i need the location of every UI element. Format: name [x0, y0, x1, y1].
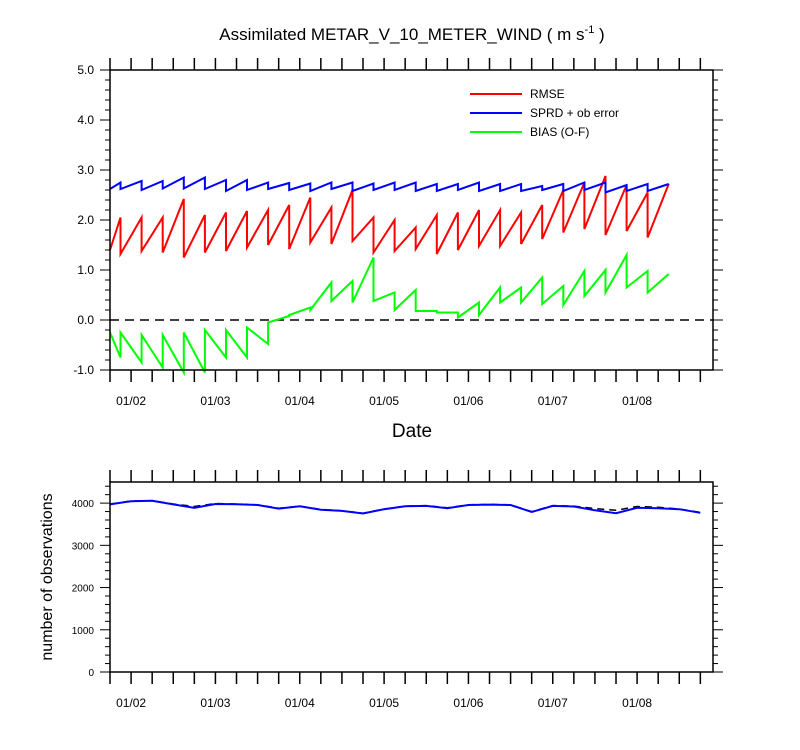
top-xtick-label: 01/05: [369, 394, 399, 408]
top-xtick-label: 01/02: [116, 394, 146, 408]
top-plot: -1.0 0.0 1.0 2.0 3.0 4.0 5.0 01/02 01/03 01/04 01/…: [73, 58, 723, 442]
title-superscript: -1: [585, 24, 595, 36]
top-ytick-label: 5.0: [77, 63, 94, 77]
top-ytick-label: -1.0: [73, 363, 94, 377]
legend: RMSE SPRD + ob error BIAS (O-F): [470, 87, 619, 139]
bottom-xtick-label: 01/07: [538, 696, 568, 710]
top-xlabel: Date: [392, 421, 432, 442]
bottom-ytick-label: 1000: [72, 626, 95, 637]
bottom-ytick-label: 3000: [72, 541, 95, 552]
top-axis-labels: -1.0 0.0 1.0 2.0 3.0 4.0 5.0 01/02 01/03 01/04 01/…: [73, 63, 652, 408]
top-axis-ticks: [100, 58, 723, 382]
top-ytick-label: 3.0: [77, 163, 94, 177]
top-xtick-label: 01/04: [285, 394, 315, 408]
bottom-xtick-label: 01/03: [200, 696, 230, 710]
top-xtick-label: 01/07: [538, 394, 568, 408]
title-end: ): [594, 25, 604, 44]
series-line-sprd-ob-error: [109, 175, 670, 194]
legend-label: SPRD + ob error: [530, 106, 619, 120]
top-ytick-label: 2.0: [77, 213, 94, 227]
top-plot-frame: [109, 69, 714, 371]
series-line-observations-assimilated: [109, 499, 701, 515]
top-ytick-label: 0.0: [77, 313, 94, 327]
bottom-series-group: [109, 499, 701, 515]
top-xtick-label: 01/03: [200, 394, 230, 408]
bottom-ytick-label: 2000: [72, 584, 95, 595]
bottom-xtick-label: 01/06: [453, 696, 483, 710]
bottom-xtick-label: 01/04: [285, 696, 315, 710]
bottom-plot-frame: [109, 481, 714, 673]
top-xtick-label: 01/08: [622, 394, 652, 408]
bottom-plot: 0 1000 2000 3000 4000 01/02 01/03 01/04 01/05 01/…: [39, 470, 723, 710]
top-xtick-label: 01/06: [453, 394, 483, 408]
bottom-axis-labels: 0 1000 2000 3000 4000 01/02 01/03 01/04 01/05 01/…: [72, 499, 653, 710]
series-line-bias-o-f-: [109, 251, 670, 377]
bottom-axis-ticks: [100, 470, 723, 684]
legend-label: RMSE: [530, 87, 565, 101]
bottom-xtick-label: 01/05: [369, 696, 399, 710]
bottom-xtick-label: 01/08: [622, 696, 652, 710]
bottom-xtick-label: 01/02: [116, 696, 146, 710]
legend-label: BIAS (O-F): [530, 125, 589, 139]
series-line-rmse: [109, 175, 670, 258]
top-ytick-label: 1.0: [77, 263, 94, 277]
bottom-ytick-label: 4000: [72, 499, 95, 510]
bottom-ytick-label: 0: [88, 668, 94, 679]
top-series-group: [109, 175, 713, 377]
bottom-ylabel: number of observations: [39, 493, 56, 660]
top-ytick-label: 4.0: [77, 113, 94, 127]
chart-title: Assimilated METAR_V_10_METER_WIND ( m s-…: [219, 24, 604, 44]
